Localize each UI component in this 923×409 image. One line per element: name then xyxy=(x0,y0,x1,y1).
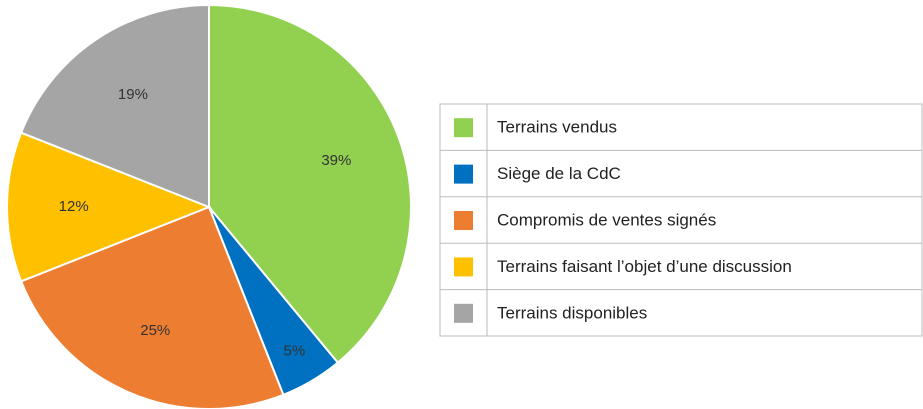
value-label: 12% xyxy=(59,198,89,215)
legend-swatch xyxy=(454,164,473,184)
legend-label: Terrains faisant l’objet d’une discussio… xyxy=(497,257,792,276)
pie-slice xyxy=(208,3,412,365)
legend-label: Terrains vendus xyxy=(497,118,617,137)
legend-label: Compromis de ventes signés xyxy=(497,210,716,229)
legend-swatch xyxy=(454,211,473,230)
pie-slice xyxy=(19,3,210,209)
legend-label: Siège de la CdC xyxy=(497,164,621,183)
value-label: 25% xyxy=(140,322,170,339)
legend-swatch xyxy=(454,303,473,323)
legend-swatch xyxy=(454,257,473,277)
value-label: 5% xyxy=(284,342,306,359)
legend-box xyxy=(439,103,923,337)
pie-slice xyxy=(19,205,285,409)
pie-slice xyxy=(6,131,212,283)
value-label: 19% xyxy=(118,86,148,103)
legend-label: Terrains disponibles xyxy=(497,303,647,322)
value-label: 39% xyxy=(321,152,351,169)
legend-swatch xyxy=(454,118,473,138)
